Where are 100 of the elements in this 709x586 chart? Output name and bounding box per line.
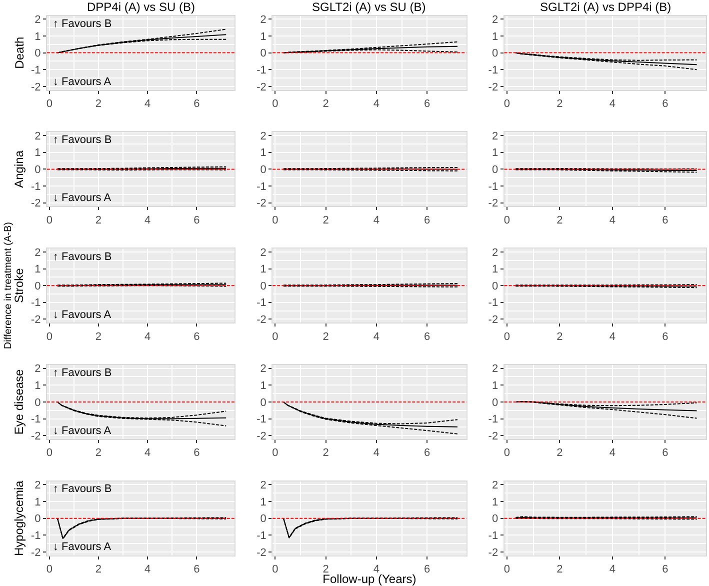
y-tick-label: 0 (492, 164, 498, 176)
y-tick-label: 0 (34, 396, 41, 409)
y-tick-label: 1 (34, 264, 41, 276)
annotation: ↓ Favours A (53, 309, 112, 321)
y-tick-label: -2 (256, 546, 266, 559)
x-tick-label: 6 (194, 447, 200, 460)
y-axis-title: Hypoglycemia (12, 480, 26, 556)
x-tick-label: 6 (424, 98, 430, 110)
y-tick-label: 0 (260, 280, 266, 292)
y-tick-label: -1 (256, 297, 266, 310)
y-tick-label: -1 (256, 64, 266, 76)
y-tick-label: 2 (34, 480, 41, 492)
y-tick-label: -1 (30, 64, 41, 76)
y-tick-label: -2 (488, 81, 498, 94)
x-tick-label: 4 (609, 447, 616, 460)
y-tick-label: 1 (492, 147, 498, 160)
x-tick-label: 4 (373, 447, 380, 460)
x-tick-label: 4 (609, 98, 616, 110)
y-tick-label: 2 (34, 246, 41, 259)
annotation: ↑ Favours B (53, 134, 112, 146)
y-tick-label: -2 (256, 430, 266, 442)
x-tick-label: 0 (46, 564, 52, 576)
text: Difference in treatment (A-B) (2, 222, 14, 350)
y-tick-label: -2 (488, 546, 498, 559)
x-tick-label: 4 (144, 330, 151, 343)
annotation: ↑ Favours B (53, 367, 112, 379)
annotation: ↑ Favours B (53, 483, 112, 495)
annotation: ↓ Favours A (53, 541, 112, 553)
annotation: ↓ Favours A (53, 76, 112, 88)
annotation: ↑ Favours B (53, 18, 112, 30)
y-tick-label: -2 (30, 546, 41, 559)
y-tick-label: -2 (256, 198, 266, 210)
y-tick-label: 0 (260, 513, 266, 526)
y-tick-label: -1 (256, 414, 266, 426)
x-tick-label: 6 (194, 330, 200, 343)
x-tick-label: 0 (504, 447, 510, 460)
y-tick-label: 1 (34, 30, 41, 43)
chart-title: SGLT2i (A) vs DPP4i (B) (540, 0, 672, 14)
y-tick-label: 1 (492, 30, 498, 43)
y-axis-title: Death (12, 36, 26, 69)
x-tick-label: 2 (322, 214, 329, 226)
y-tick-label: 1 (492, 264, 498, 276)
y-tick-label: 0 (34, 513, 41, 526)
y-tick-label: -1 (488, 414, 498, 426)
annotation: ↓ Favours A (53, 425, 112, 437)
x-tick-label: 4 (144, 98, 151, 110)
y-tick-label: -2 (256, 81, 266, 94)
y-tick-label: -1 (30, 414, 41, 426)
x-tick-label: 6 (662, 98, 668, 110)
y-tick-label: 2 (260, 363, 266, 376)
y-tick-label: 2 (492, 130, 498, 142)
x-tick-label: 6 (424, 214, 430, 226)
x-tick-label: 2 (322, 330, 329, 343)
y-tick-label: -2 (30, 314, 41, 326)
y-tick-label: 2 (260, 130, 266, 142)
x-tick-label: 2 (95, 447, 102, 460)
x-tick-label: 6 (662, 447, 668, 460)
y-axis-title: Stroke (12, 268, 26, 303)
y-tick-label: 2 (492, 363, 498, 376)
y-tick-label: -1 (30, 180, 41, 193)
x-tick-label: 0 (504, 330, 510, 343)
x-tick-label: 2 (95, 330, 102, 343)
y-tick-label: 0 (492, 513, 498, 526)
y-tick-label: -2 (30, 81, 41, 94)
annotation: ↑ Favours B (53, 251, 112, 263)
x-tick-label: 0 (46, 98, 52, 110)
x-tick-label: 4 (144, 214, 151, 226)
x-tick-label: 0 (46, 214, 52, 226)
y-tick-label: 0 (34, 48, 41, 60)
y-tick-label: 1 (492, 380, 498, 392)
x-tick-label: 0 (46, 330, 52, 343)
y-tick-label: -1 (488, 180, 498, 193)
y-tick-label: -2 (488, 430, 498, 442)
x-tick-label: 2 (556, 98, 563, 110)
y-axis-title: Angina (12, 150, 26, 188)
x-tick-label: 0 (272, 564, 278, 576)
chart-title: DPP4i (A) vs SU (B) (87, 0, 196, 14)
x-tick-label: 2 (95, 98, 102, 110)
x-tick-label: 4 (144, 447, 151, 460)
x-tick-label: 2 (556, 330, 563, 343)
y-axis-title: Eye disease (12, 368, 26, 435)
y-tick-label: 0 (260, 396, 266, 409)
x-tick-label: 6 (424, 564, 430, 576)
x-tick-label: 2 (95, 564, 102, 576)
chart-title: SGLT2i (A) vs SU (B) (312, 0, 426, 14)
y-tick-label: -1 (488, 297, 498, 310)
y-tick-label: 1 (260, 496, 266, 508)
annotation: ↓ Favours A (53, 192, 112, 204)
x-tick-label: 6 (424, 330, 430, 343)
y-tick-label: 1 (492, 496, 498, 508)
y-tick-label: 0 (34, 164, 41, 176)
x-tick-label: 6 (194, 98, 200, 110)
x-tick-label: 4 (144, 564, 151, 576)
x-tick-label: 2 (556, 564, 563, 576)
x-tick-label: 4 (609, 564, 616, 576)
y-tick-label: 2 (34, 363, 41, 376)
y-tick-label: -2 (30, 198, 41, 210)
x-tick-label: 4 (609, 214, 616, 226)
y-tick-label: 1 (34, 147, 41, 160)
y-tick-label: 2 (260, 14, 266, 26)
